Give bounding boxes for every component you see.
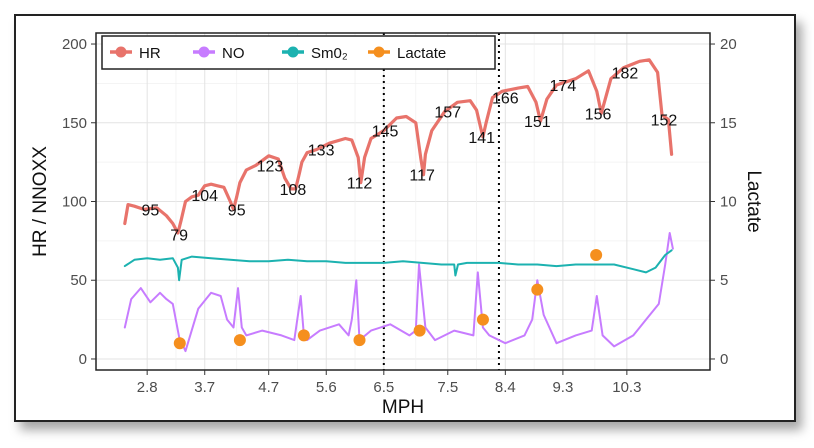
y-left-tick-label-0: 0 — [79, 351, 87, 368]
y-right-tick-label-1: 5 — [720, 272, 728, 289]
legend-key-dot-lactate — [373, 46, 385, 58]
y-left-tick-label-1: 50 — [70, 272, 87, 289]
lactate-point-2 — [297, 329, 310, 342]
series — [123, 58, 674, 353]
hr-point-label-13: 151 — [524, 114, 551, 131]
point-labels: 95 79 104 95 123 108 133 112 145 117 157 141 166 151 1… — [141, 65, 677, 244]
legend-label-sm0: Sm0₂ — [311, 45, 348, 62]
x-tick-label-5: 7.5 — [437, 379, 458, 396]
legend-label-lactate: Lactate — [397, 45, 446, 62]
y-axis-left-title: HR / NNOXX — [30, 146, 51, 257]
hr-point-label-8: 145 — [372, 124, 399, 141]
x-tick-label-2: 4.7 — [258, 379, 279, 396]
y-left-tick-label-4: 200 — [62, 36, 87, 53]
y-right-tick-label-3: 15 — [720, 115, 737, 132]
hr-point-label-2: 104 — [191, 188, 218, 205]
hr-point-label-15: 156 — [585, 106, 612, 123]
y-axis-right-title: Lactate — [743, 170, 764, 232]
hr-point-label-7: 112 — [347, 176, 373, 193]
x-tick-label-6: 8.4 — [495, 379, 516, 396]
hr-point-label-6: 133 — [308, 143, 335, 160]
reference-lines — [382, 33, 500, 370]
lactate-point-4 — [413, 324, 426, 337]
lactate-point-3 — [353, 334, 366, 347]
hr-series-line — [123, 58, 674, 235]
hr-point-label-4: 123 — [257, 158, 284, 175]
hr-point-label-3: 95 — [228, 202, 246, 219]
x-tick-label-1: 3.7 — [194, 379, 215, 396]
legend-label-hr: HR — [139, 45, 161, 62]
lactate-point-0 — [173, 337, 186, 350]
hr-point-label-10: 157 — [434, 105, 461, 122]
lactate-point-6 — [531, 283, 544, 296]
lactate-point-7 — [590, 249, 603, 262]
sm0-series-line — [123, 249, 673, 282]
x-tick-label-3: 5.6 — [316, 379, 337, 396]
hr-point-label-9: 117 — [409, 168, 435, 185]
lactate-point-1 — [233, 334, 246, 347]
y-left-tick-label-3: 150 — [62, 115, 87, 132]
x-tick-label-4: 6.5 — [373, 379, 394, 396]
y-right-tick-label-4: 20 — [720, 36, 737, 53]
x-axis-title: MPH — [382, 397, 424, 418]
x-tick-label-8: 10.3 — [612, 379, 641, 396]
y-right-tick-label-0: 0 — [720, 351, 728, 368]
axes: 0 50 100 150 200 0 5 10 15 20 2.8 3.7 4.7 5.6 6.5 7.5 8.… — [62, 36, 737, 396]
x-tick-label-0: 2.8 — [137, 379, 158, 396]
lactate-point-5 — [476, 313, 489, 326]
hr-point-label-5: 108 — [280, 182, 307, 199]
y-right-tick-label-2: 10 — [720, 194, 737, 211]
legend-key-dot-hr — [115, 46, 127, 58]
hr-point-label-17: 152 — [651, 113, 678, 130]
x-tick-label-7: 9.3 — [552, 379, 573, 396]
legend-label-no: NO — [222, 45, 245, 62]
chart-frame: 95 79 104 95 123 108 133 112 145 117 157 141 166 151 1… — [14, 14, 796, 422]
legend-key-dot-sm0 — [287, 46, 299, 58]
legend: HR NO Sm0₂ Lactate — [101, 35, 496, 70]
no-series-line — [123, 232, 674, 353]
legend-key-dot-no — [198, 46, 210, 58]
hr-point-label-14: 174 — [550, 78, 577, 95]
hr-point-label-0: 95 — [141, 202, 159, 219]
hr-point-label-16: 182 — [612, 65, 639, 82]
chart: 95 79 104 95 123 108 133 112 145 117 157 141 166 151 1… — [30, 32, 764, 418]
hr-point-label-11: 141 — [468, 130, 495, 147]
hr-point-label-1: 79 — [170, 228, 188, 245]
y-left-tick-label-2: 100 — [62, 194, 87, 211]
hr-point-label-12: 166 — [492, 91, 519, 108]
